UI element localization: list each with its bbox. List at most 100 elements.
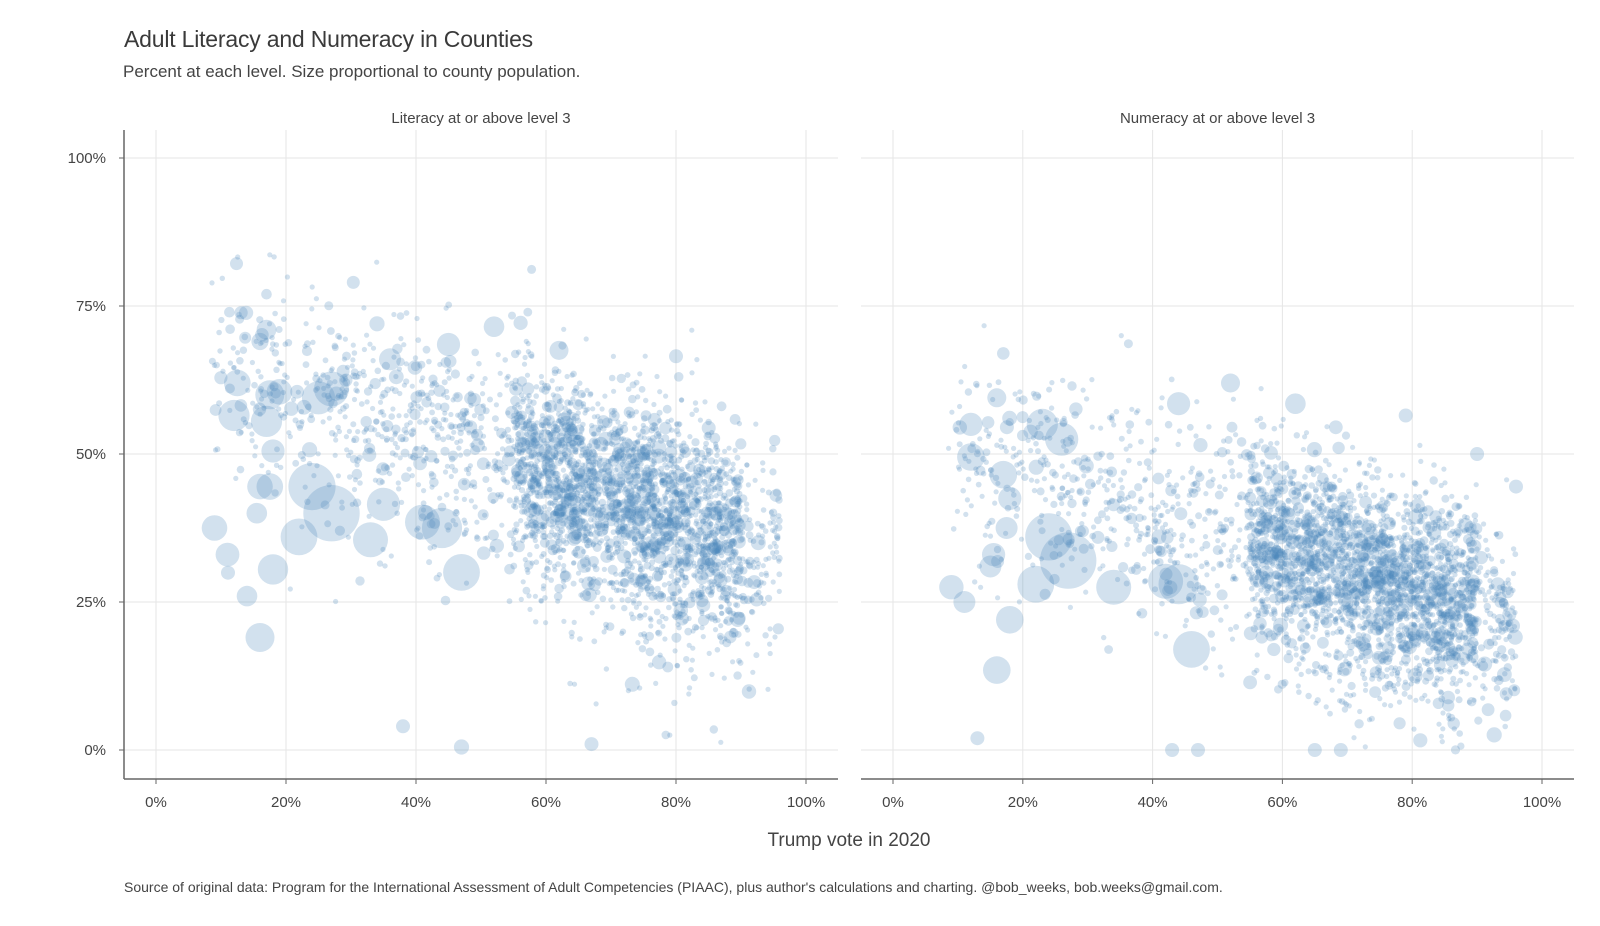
data-point [303, 321, 309, 327]
data-point [721, 675, 727, 681]
data-point [434, 434, 442, 441]
data-point [674, 492, 680, 498]
data-point [705, 448, 714, 456]
data-point [625, 557, 631, 564]
data-point [612, 499, 620, 507]
data-point [635, 575, 650, 590]
data-point [324, 374, 331, 381]
data-point [674, 519, 681, 525]
data-point [523, 503, 538, 518]
data-point [697, 556, 707, 567]
data-point [525, 403, 531, 409]
data-point [577, 636, 583, 642]
data-point [1036, 487, 1045, 496]
data-point [649, 435, 657, 443]
data-point [1193, 433, 1199, 439]
data-point [612, 499, 622, 509]
data-point [586, 528, 593, 534]
data-point [567, 478, 573, 484]
data-point [1202, 534, 1209, 540]
data-point [352, 372, 360, 381]
data-point [683, 507, 689, 514]
data-point [610, 441, 616, 448]
data-point [478, 425, 484, 431]
data-point [639, 533, 645, 540]
data-point [521, 361, 528, 367]
data-point [594, 470, 603, 479]
data-point [735, 438, 747, 450]
data-point [660, 623, 666, 629]
data-point [656, 409, 663, 416]
data-point [512, 384, 518, 391]
data-point [661, 730, 671, 740]
data-point [1146, 465, 1152, 471]
data-point [408, 428, 417, 437]
data-point [218, 316, 225, 324]
data-point [598, 498, 607, 507]
data-point [749, 609, 755, 615]
data-point [670, 498, 676, 504]
data-point [521, 503, 528, 509]
data-point [529, 353, 535, 359]
data-point [719, 610, 725, 616]
data-point [509, 451, 515, 457]
data-point [502, 357, 509, 363]
data-point [601, 629, 607, 635]
data-point [1118, 435, 1125, 442]
data-point [443, 554, 480, 591]
data-point [686, 513, 692, 520]
data-point [735, 496, 741, 503]
data-point [398, 336, 404, 342]
data-point [1219, 672, 1225, 678]
data-point [429, 402, 435, 408]
data-point [755, 564, 761, 570]
data-point [487, 492, 499, 504]
data-point [590, 506, 597, 513]
data-point [457, 429, 464, 437]
data-point [688, 547, 694, 554]
data-point [681, 449, 687, 455]
data-point [679, 567, 685, 573]
data-point [607, 418, 613, 424]
data-point [471, 438, 485, 453]
data-point [660, 470, 666, 476]
data-point [692, 573, 698, 579]
data-point [663, 506, 674, 517]
data-point [1243, 626, 1258, 641]
data-point [549, 378, 555, 384]
data-point [491, 415, 499, 423]
data-point [252, 453, 258, 459]
data-point [723, 539, 729, 545]
data-point [654, 566, 661, 573]
data-point [1403, 499, 1409, 505]
data-point [1489, 628, 1495, 634]
data-point [590, 542, 596, 548]
data-point [463, 448, 471, 457]
data-point [295, 420, 305, 429]
data-point [407, 453, 414, 459]
data-point [592, 565, 600, 573]
data-point [675, 558, 681, 564]
data-point [599, 406, 605, 412]
data-point [577, 558, 592, 573]
data-point [230, 345, 236, 351]
data-point [529, 501, 537, 509]
data-point [431, 427, 437, 434]
data-point [1202, 665, 1209, 671]
data-point [1119, 484, 1125, 491]
data-point [735, 500, 741, 506]
data-point [586, 443, 593, 449]
data-point [1028, 477, 1035, 483]
data-point [308, 412, 314, 419]
data-point [776, 588, 782, 595]
data-point [392, 432, 398, 438]
data-point [469, 442, 475, 448]
data-point [636, 560, 642, 566]
data-point [533, 480, 539, 486]
data-point [574, 535, 580, 542]
data-point [541, 489, 548, 496]
data-point [727, 510, 733, 516]
data-point [593, 439, 599, 445]
data-point [712, 615, 718, 621]
data-point [605, 538, 616, 548]
